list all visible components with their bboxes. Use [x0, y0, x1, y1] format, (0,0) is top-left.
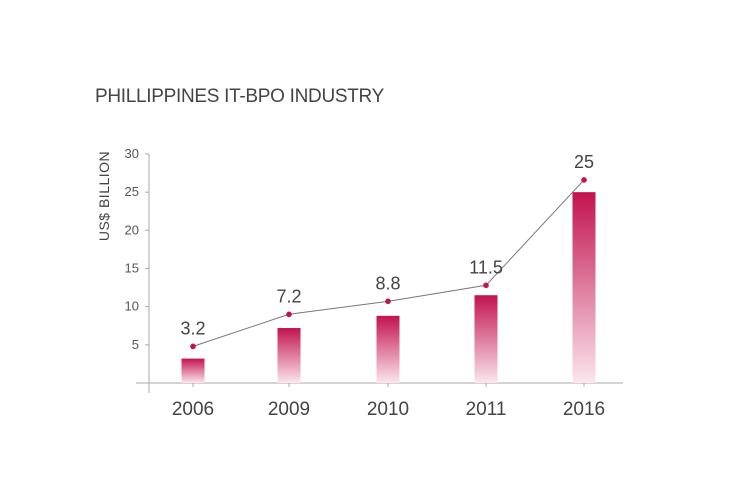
- y-tick-label: 15: [125, 261, 139, 276]
- data-point: [483, 282, 489, 289]
- bar: [474, 295, 498, 383]
- data-label: 11.5: [469, 257, 503, 277]
- y-tick-label: 5: [132, 337, 139, 352]
- bar: [376, 315, 400, 383]
- x-category-label: 2011: [466, 399, 507, 420]
- data-point: [581, 177, 587, 183]
- data-label: 25: [574, 152, 594, 172]
- bar: [181, 358, 205, 383]
- y-axis-title: US$ BILLION: [96, 151, 112, 241]
- chart-title: PHILLIPPINES IT-BPO INDUSTRY: [95, 86, 384, 107]
- x-category-label: 2009: [268, 399, 310, 420]
- data-point: [286, 311, 292, 318]
- bar: [277, 328, 301, 383]
- y-tick-label: 10: [125, 299, 139, 314]
- bar: [572, 192, 596, 383]
- x-category-label: 2010: [367, 399, 409, 420]
- data-point: [385, 298, 391, 305]
- data-label: 7.2: [276, 286, 301, 306]
- data-point: [190, 343, 196, 350]
- data-label: 3.2: [180, 318, 205, 338]
- y-tick-label: 25: [125, 184, 139, 199]
- x-category-label: 2016: [563, 399, 605, 420]
- y-tick-label: 30: [125, 146, 139, 161]
- y-tick-label: 20: [125, 222, 139, 237]
- x-category-label: 2006: [172, 399, 214, 420]
- data-label: 8.8: [375, 273, 400, 293]
